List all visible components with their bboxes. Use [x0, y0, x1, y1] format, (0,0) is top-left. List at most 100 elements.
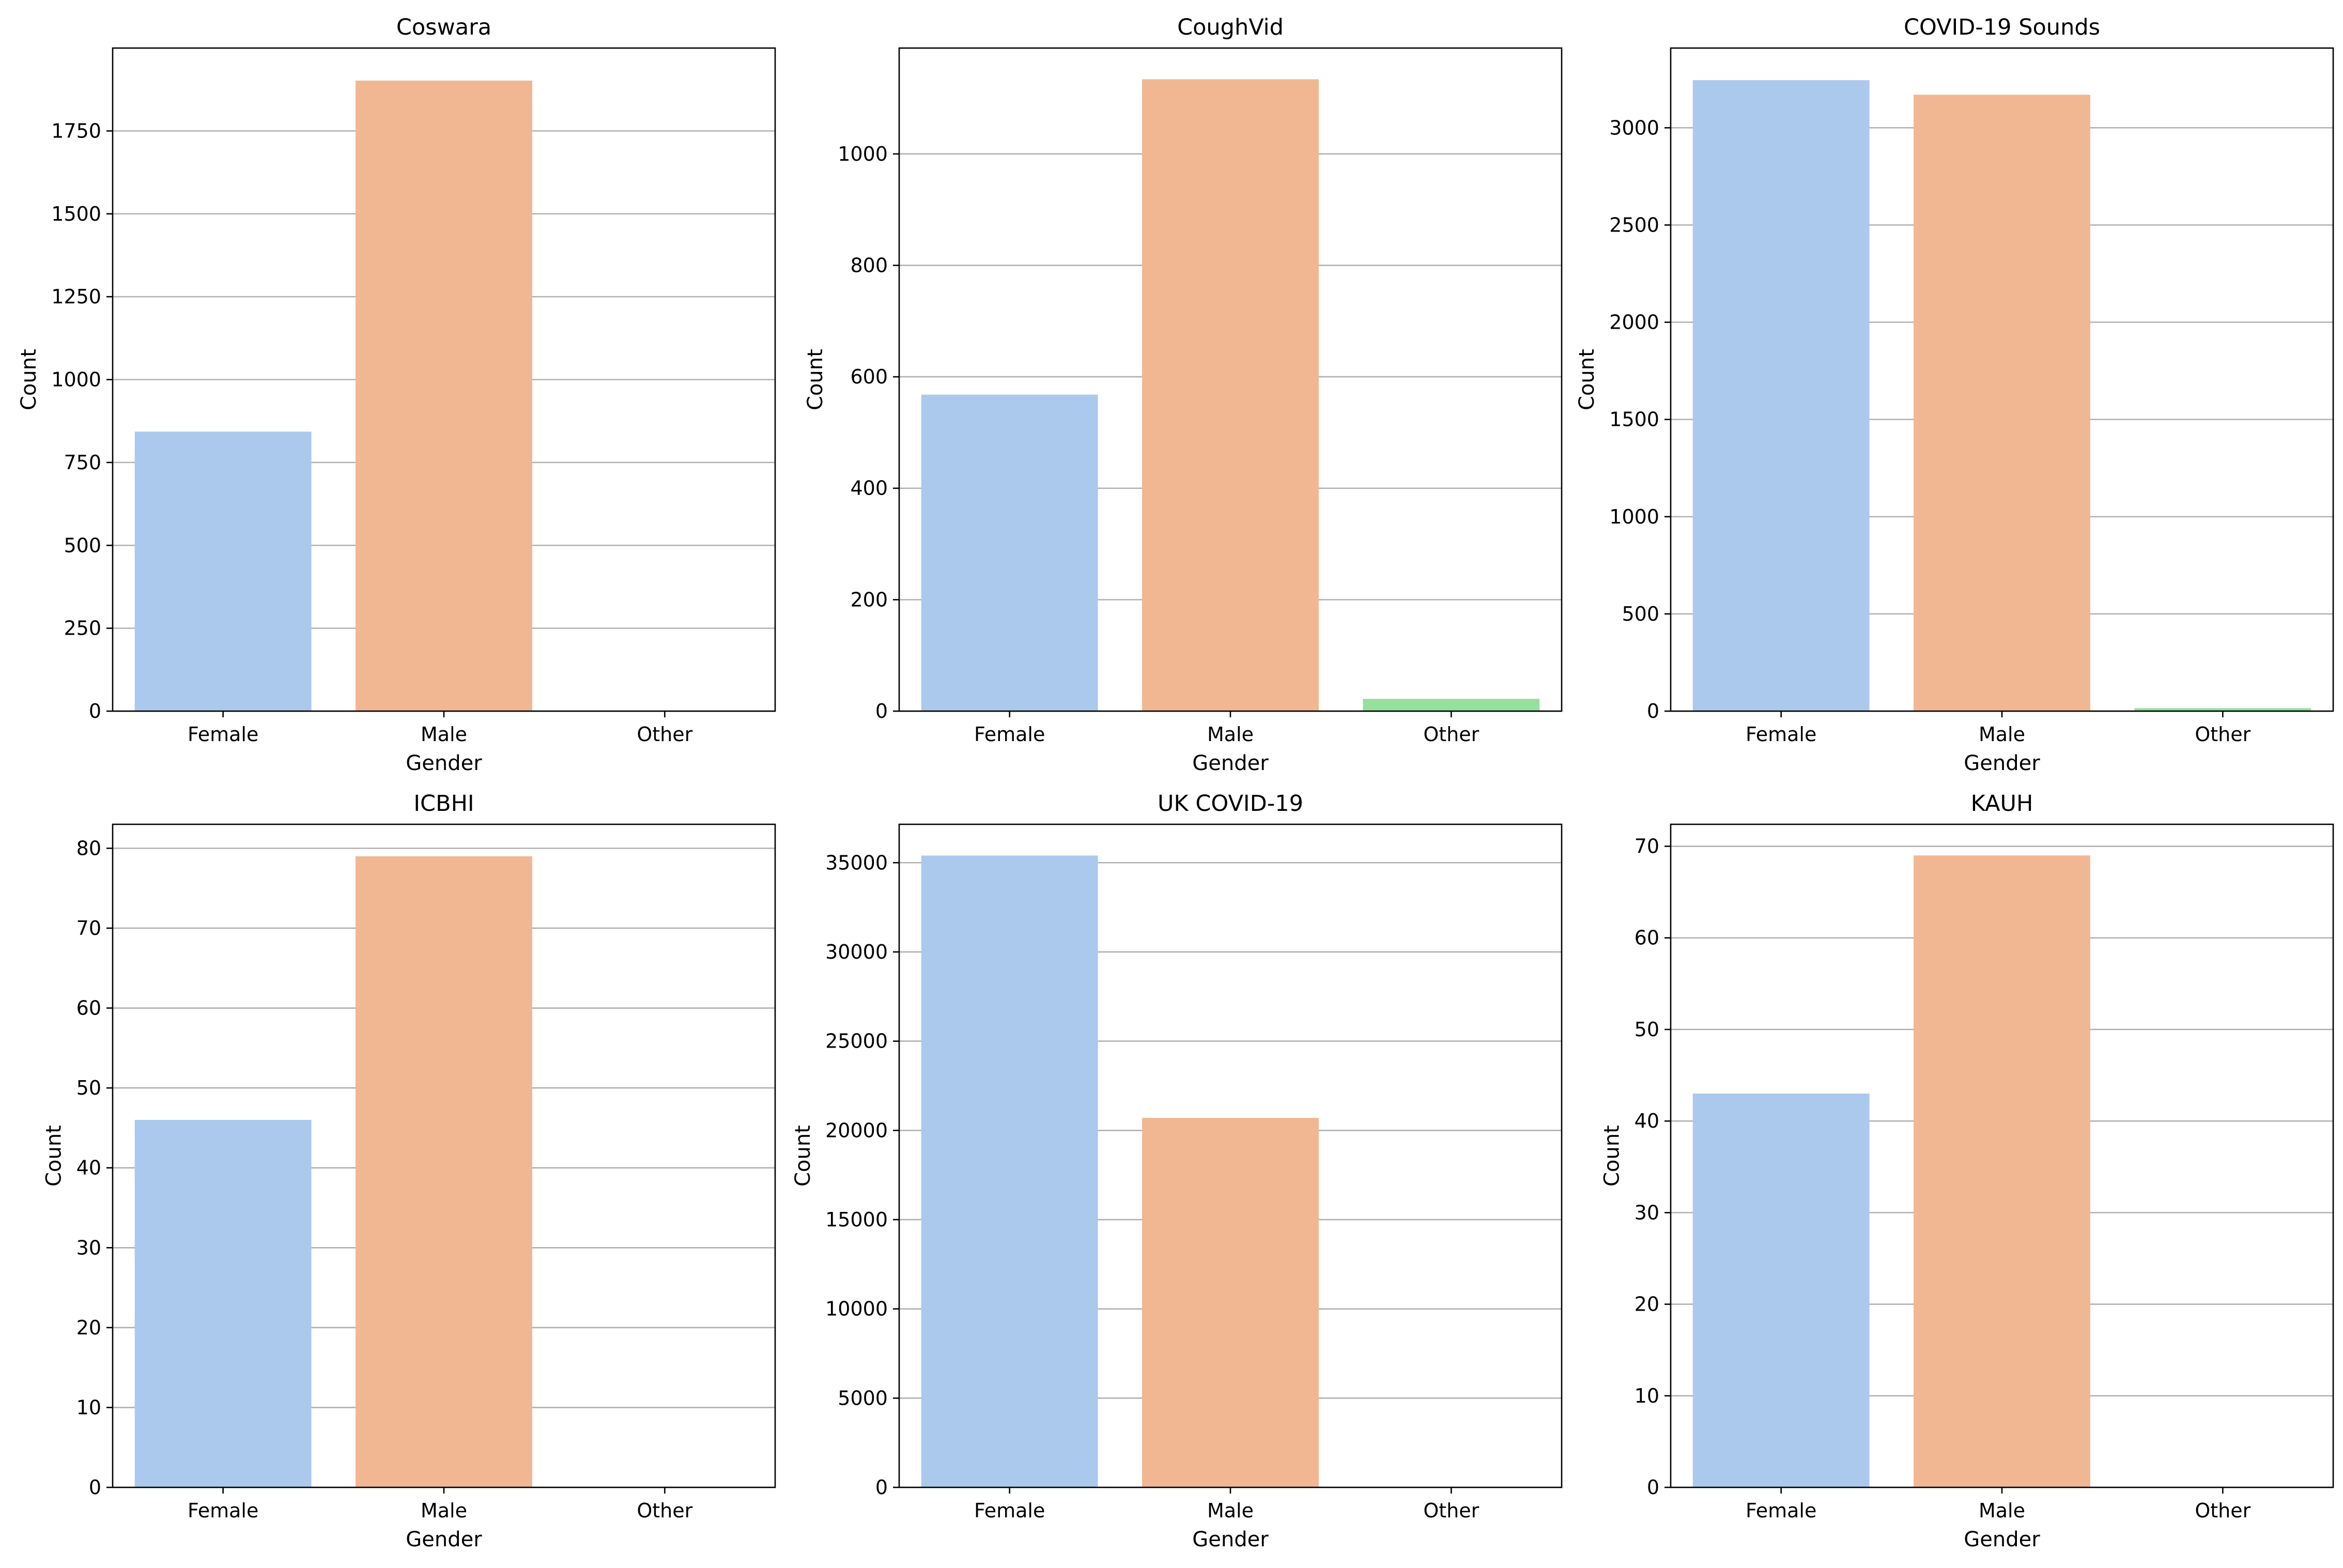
bar-other [1363, 699, 1540, 711]
y-tick-label: 500 [1622, 603, 1659, 625]
y-tick-label: 400 [850, 477, 888, 500]
bar-other [2134, 708, 2311, 711]
y-tick-label: 3000 [1609, 116, 1659, 139]
x-tick-label-female: Female [188, 723, 258, 746]
y-axis-label: Count [1600, 1125, 1624, 1187]
x-tick-label-other: Other [637, 1499, 692, 1522]
x-tick-label-female: Female [1746, 723, 1816, 746]
bar-male [356, 80, 532, 712]
y-tick-label: 1000 [1609, 505, 1659, 528]
chart-panel-kauh: 0 10 20 30 40 50 60 70 Female Male Other KAUH Gender… [1600, 791, 2334, 1551]
y-tick-label: 2500 [1609, 213, 1659, 236]
y-tick-label: 5000 [838, 1387, 888, 1409]
x-tick-label-female: Female [974, 723, 1045, 746]
chart-panel-uk-covid-19: 0 5000 10000 15000 20000 25000 30000 35000 Femal… [791, 791, 1563, 1551]
chart-title: ICBHI [413, 791, 474, 817]
y-tick-label: 10000 [825, 1298, 888, 1320]
bar-male [1142, 79, 1319, 711]
y-axis-label: Count [42, 1125, 66, 1187]
bar-female [921, 855, 1098, 1487]
bar-female [134, 1119, 312, 1487]
y-tick-label: 1500 [1609, 408, 1659, 431]
chart-panel-coswara: 0 250 500 750 1000 1250 1500 1750 Female Male Othe… [17, 14, 776, 775]
y-tick-label: 0 [875, 700, 888, 722]
y-tick-label: 1250 [51, 285, 101, 308]
bar-male [356, 856, 532, 1487]
bar-female [134, 432, 312, 711]
x-tick-label-other: Other [1423, 1499, 1479, 1522]
chart-title: KAUH [1971, 791, 2033, 817]
y-axis-label: Count [1575, 349, 1599, 410]
chart-panel-coughvid: 0 200 400 600 800 1000 Female Male Other CoughVid… [804, 14, 1563, 775]
y-tick-label: 750 [64, 451, 101, 474]
x-tick-label-male: Male [1979, 1499, 2025, 1522]
x-tick-label-other: Other [2195, 1499, 2250, 1522]
chart-panel-icbhi: 0 10 20 30 40 50 60 70 80 Female Male Other ICBHI Gen… [42, 791, 776, 1551]
y-tick-label: 0 [875, 1476, 888, 1499]
y-tick-label: 200 [850, 588, 888, 611]
y-tick-label: 80 [76, 837, 101, 859]
x-tick-label-male: Male [1207, 1499, 1254, 1522]
y-tick-label: 50 [1635, 1018, 1659, 1041]
x-tick-label-other: Other [2195, 723, 2250, 746]
y-tick-label: 1750 [51, 119, 101, 142]
y-tick-label: 30000 [825, 941, 888, 963]
y-tick-label: 0 [1647, 1476, 1659, 1499]
chart-title: COVID-19 Sounds [1904, 14, 2100, 40]
y-axis-label: Count [791, 1125, 815, 1187]
y-axis-label: Count [17, 349, 41, 410]
chart-title: Coswara [396, 14, 491, 40]
y-tick-label: 30 [76, 1236, 101, 1259]
x-tick-label-female: Female [188, 1499, 258, 1522]
x-tick-label-other: Other [637, 723, 692, 746]
bar-male [1914, 95, 2090, 712]
y-tick-label: 40 [1635, 1110, 1659, 1132]
bar-male [1914, 855, 2090, 1487]
x-axis-label: Gender [1964, 1528, 2040, 1551]
bar-female [1692, 1093, 1870, 1487]
y-tick-label: 1000 [838, 143, 888, 165]
bar-male [1142, 1118, 1319, 1487]
y-tick-label: 35000 [825, 851, 888, 874]
y-tick-label: 500 [64, 534, 101, 557]
chart-panel-covid-19-sounds: 0 500 1000 1500 2000 2500 3000 Female Male Other C… [1575, 14, 2334, 775]
chart-title: CoughVid [1177, 14, 1284, 40]
y-tick-label: 15000 [825, 1208, 888, 1231]
y-axis-label: Count [804, 349, 827, 410]
y-tick-label: 20 [76, 1316, 101, 1339]
y-tick-label: 600 [850, 365, 888, 388]
x-tick-label-female: Female [974, 1499, 1045, 1522]
y-tick-label: 25000 [825, 1030, 888, 1053]
y-tick-label: 250 [64, 617, 101, 640]
y-tick-label: 10 [76, 1396, 101, 1419]
x-tick-label-male: Male [1979, 723, 2025, 746]
y-tick-label: 1000 [51, 368, 101, 391]
y-tick-label: 40 [76, 1157, 101, 1179]
x-tick-label-male: Male [421, 723, 467, 746]
chart-title: UK COVID-19 [1158, 791, 1303, 817]
bar-female [921, 394, 1098, 711]
y-tick-label: 30 [1635, 1201, 1659, 1224]
y-tick-label: 20000 [825, 1119, 888, 1142]
y-tick-label: 20 [1635, 1293, 1659, 1316]
bar-female [1692, 80, 1870, 711]
x-axis-label: Gender [406, 1528, 482, 1551]
y-tick-label: 10 [1635, 1385, 1659, 1407]
y-tick-label: 60 [76, 997, 101, 1020]
y-tick-label: 60 [1635, 927, 1659, 949]
y-tick-label: 800 [850, 254, 888, 276]
y-tick-label: 0 [1647, 700, 1659, 722]
y-tick-label: 0 [89, 1476, 101, 1499]
x-axis-label: Gender [406, 751, 482, 775]
x-axis-label: Gender [1192, 1528, 1269, 1551]
x-axis-label: Gender [1192, 751, 1269, 775]
y-tick-label: 70 [1635, 835, 1659, 858]
y-tick-label: 1500 [51, 203, 101, 225]
x-tick-label-other: Other [1423, 723, 1479, 746]
y-tick-label: 70 [76, 917, 101, 940]
x-tick-label-male: Male [1207, 723, 1254, 746]
y-tick-label: 0 [89, 700, 101, 722]
y-tick-label: 2000 [1609, 311, 1659, 334]
y-tick-label: 50 [76, 1077, 101, 1099]
